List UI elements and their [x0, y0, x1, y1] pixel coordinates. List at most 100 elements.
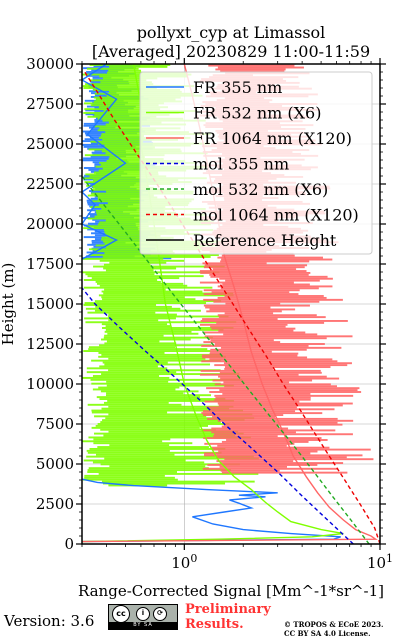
noise-band-segment — [214, 383, 331, 386]
noise-band-segment — [99, 284, 188, 287]
noise-band-segment — [105, 325, 171, 328]
noise-band-segment — [207, 417, 338, 420]
noise-band-segment — [207, 464, 318, 466]
noise-band-segment — [82, 271, 220, 274]
preliminary-line-2: Results. — [185, 617, 244, 632]
noise-band-segment — [106, 384, 234, 387]
x-tick-label: 100 — [171, 552, 197, 572]
noise-band-segment — [83, 459, 186, 462]
y-tick-label: 22500 — [26, 175, 74, 193]
noise-band-segment — [200, 369, 321, 372]
series-line-5 — [84, 71, 380, 544]
noise-band-segment — [90, 155, 127, 158]
noise-band-segment — [87, 403, 182, 406]
noise-band-segment — [205, 306, 271, 309]
noise-band-segment — [102, 482, 226, 485]
noise-band-segment — [102, 256, 211, 258]
noise-band-segment — [87, 469, 231, 472]
noise-band-segment — [97, 196, 158, 199]
noise-band-segment — [84, 108, 161, 111]
noise-band-segment — [108, 430, 239, 433]
noise-band-segment — [209, 358, 333, 361]
noise-band-segment — [204, 335, 353, 338]
noise-band-segment — [216, 321, 325, 324]
series-line-0 — [82, 64, 341, 543]
by-attribution-icon: i — [136, 607, 150, 621]
cc-license-badge[interactable]: cc i ⟳ BY SA — [108, 604, 178, 630]
noise-band-segment — [104, 457, 259, 460]
noise-band-segment — [96, 282, 184, 285]
noise-band-segment — [202, 410, 296, 413]
noise-band-segment — [217, 256, 323, 259]
noise-band-segment — [102, 298, 196, 301]
y-tick-label: 0 — [64, 535, 74, 553]
noise-band-segment — [224, 312, 274, 315]
noise-band-segment — [108, 313, 177, 316]
noise-band-segment — [86, 71, 119, 73]
noise-band-segment — [103, 146, 155, 149]
noise-band-segment — [105, 269, 154, 272]
noise-band-segment — [94, 300, 222, 303]
copyright-line-2: CC BY SA 4.0 License. — [284, 629, 371, 638]
noise-band-segment — [86, 67, 139, 70]
noise-band-segment — [199, 373, 299, 376]
noise-band-segment — [92, 76, 112, 79]
noise-band-segment — [223, 423, 343, 426]
noise-band-segment — [95, 424, 208, 427]
noise-band-segment — [226, 439, 328, 441]
noise-band-segment — [102, 419, 245, 422]
noise-band-segment — [108, 158, 164, 160]
noise-band-segment — [101, 238, 171, 241]
noise-band-segment — [217, 314, 317, 317]
noise-band-segment — [101, 236, 174, 239]
noise-band-segment — [84, 302, 207, 304]
preliminary-notice: Preliminary Results. — [185, 602, 271, 632]
noise-band-segment — [203, 437, 322, 440]
noise-band-segment — [94, 415, 207, 418]
noise-band-segment — [223, 362, 352, 365]
legend-label: mol 532 nm (X6) — [193, 180, 328, 199]
noise-band-segment — [203, 266, 305, 269]
noise-band-segment — [84, 476, 175, 479]
noise-band-segment — [106, 340, 160, 343]
noise-band-segment — [93, 438, 171, 441]
noise-band-segment — [217, 402, 353, 405]
noise-band-segment — [204, 452, 311, 455]
noise-band-segment — [203, 298, 343, 301]
y-tick-label: 7500 — [36, 415, 74, 433]
noise-band-segment — [204, 264, 308, 267]
noise-band-segment — [214, 343, 325, 345]
noise-band-segment — [94, 432, 244, 435]
noise-band-segment — [92, 375, 160, 377]
noise-band-segment — [219, 389, 358, 392]
noise-band-segment — [223, 381, 290, 384]
noise-band-segment — [86, 371, 177, 374]
noise-band-segment — [104, 252, 175, 255]
noise-band-segment — [107, 332, 199, 335]
noise-band-segment — [87, 471, 178, 473]
noise-band-segment — [87, 451, 222, 454]
noise-band-segment — [209, 352, 299, 355]
noise-band-segment — [83, 112, 179, 114]
noise-band-segment — [214, 364, 348, 367]
chart-subtitle: [Averaged] 20230829 11:00-11:59 — [92, 42, 370, 61]
noise-band-segment — [209, 391, 362, 393]
noise-band-segment — [95, 209, 165, 212]
noise-band-segment — [93, 96, 181, 99]
noise-band-segment — [102, 77, 158, 80]
noise-band-segment — [90, 104, 159, 107]
noise-band-segment — [86, 449, 170, 452]
noise-band-segment — [106, 392, 184, 395]
noise-band-segment — [101, 353, 222, 356]
noise-band-segment — [86, 184, 149, 187]
y-tick-label: 27500 — [26, 95, 74, 113]
noise-band-segment — [97, 129, 156, 132]
noise-band-segment — [98, 106, 168, 109]
noise-band-segment — [98, 294, 234, 297]
noise-band-segment — [221, 425, 278, 428]
noise-band-segment — [87, 115, 157, 118]
noise-band-segment — [98, 472, 259, 475]
noise-band-segment — [91, 382, 221, 385]
noise-band-segment — [202, 262, 267, 265]
noise-band-segment — [99, 398, 226, 400]
